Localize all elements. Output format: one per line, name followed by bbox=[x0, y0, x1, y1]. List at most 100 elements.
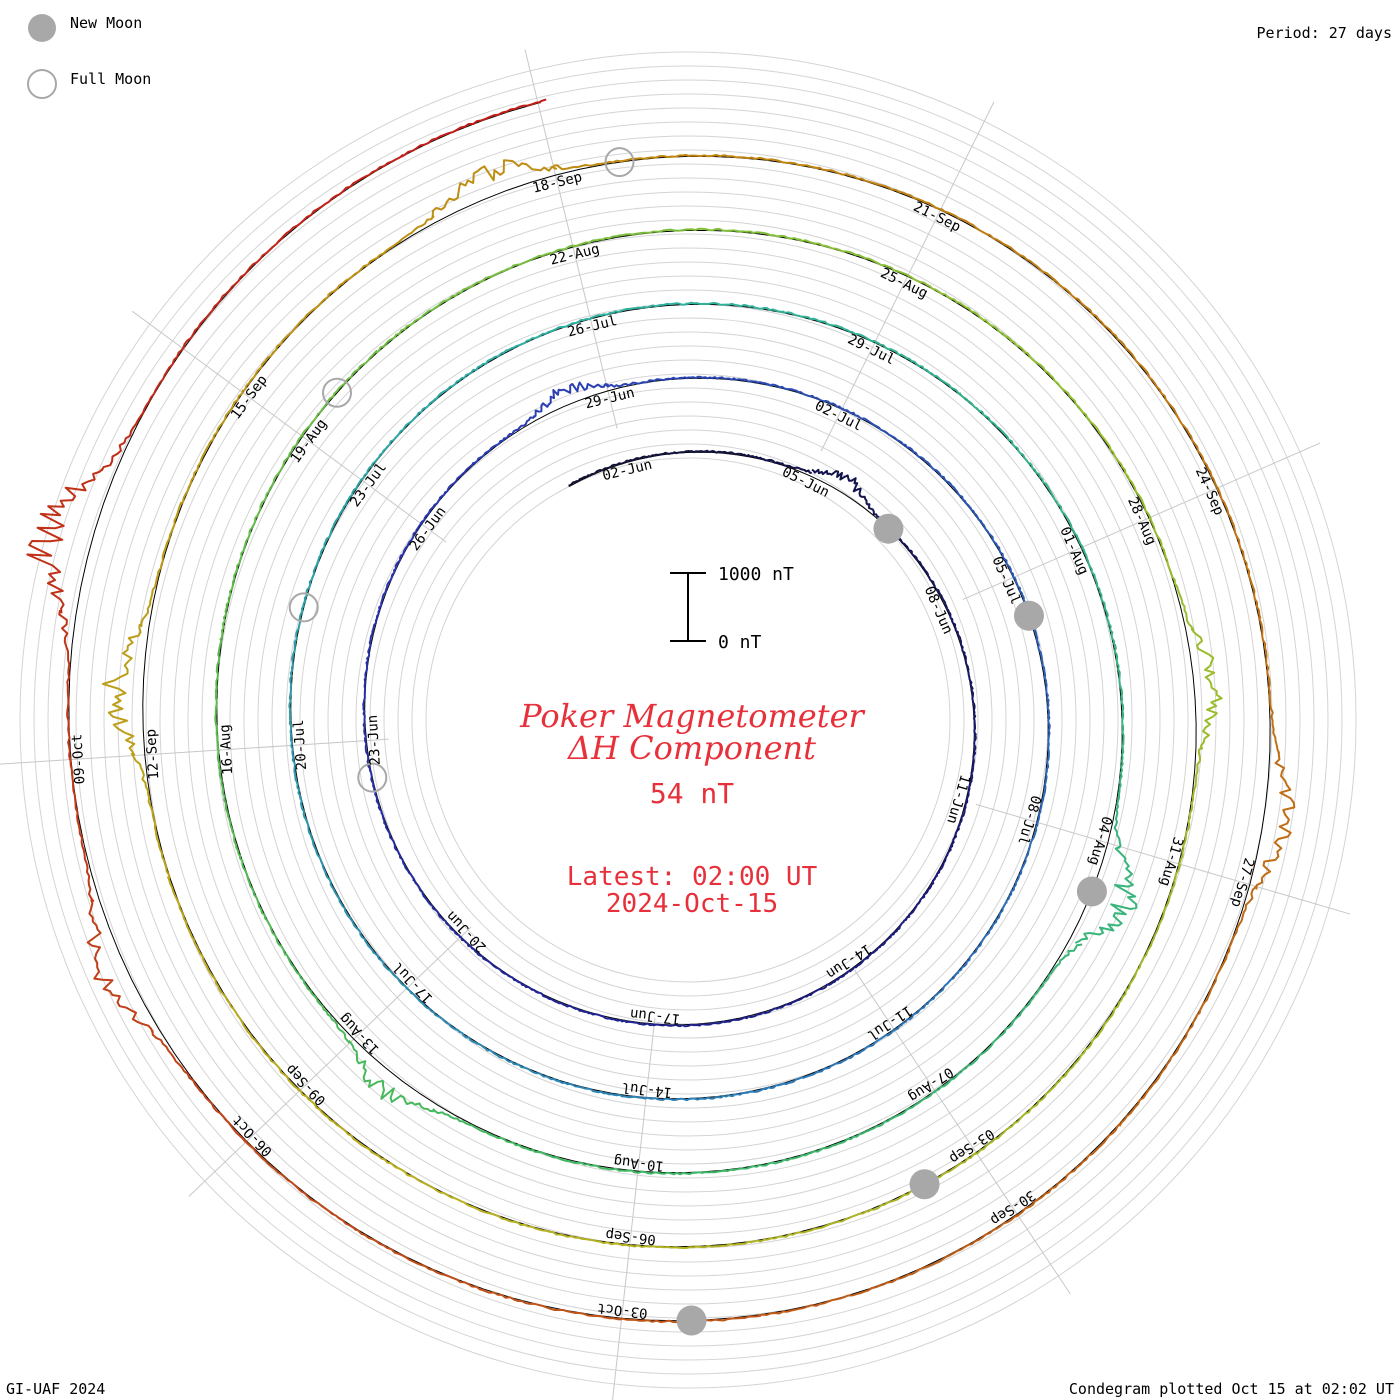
full-moon-marker bbox=[357, 762, 388, 793]
trace-segment bbox=[781, 310, 878, 344]
trace-segment bbox=[301, 349, 378, 437]
trace-segment bbox=[1258, 615, 1281, 755]
date-label: 14-Jun bbox=[823, 940, 874, 981]
trace-segment bbox=[685, 375, 768, 386]
grid-ring bbox=[397, 429, 979, 1011]
trace-segment bbox=[790, 967, 854, 1004]
trace-segment bbox=[353, 1227, 485, 1291]
grid-ring bbox=[61, 93, 1315, 1347]
full-moon-legend-label: Full Moon bbox=[70, 70, 151, 88]
trace-segment bbox=[101, 623, 142, 756]
scale-top-label: 1000 nT bbox=[718, 564, 794, 585]
date-label: 06-Oct bbox=[229, 1112, 276, 1160]
trace-segment bbox=[1216, 487, 1262, 619]
trace-segment bbox=[296, 1088, 398, 1169]
trace-segment bbox=[811, 468, 869, 506]
trace-segment bbox=[749, 1209, 871, 1244]
grid-ring bbox=[117, 149, 1259, 1291]
trace-segment bbox=[316, 477, 364, 564]
new-moon-marker bbox=[873, 513, 904, 544]
date-label: 29-Jun bbox=[583, 385, 636, 413]
trace-segment bbox=[758, 1279, 896, 1317]
trace-segment bbox=[140, 501, 183, 627]
date-label: 16-Aug bbox=[217, 724, 236, 776]
date-label: 10-Aug bbox=[613, 1152, 665, 1173]
date-label: 12-Sep bbox=[143, 729, 162, 781]
day-spoke bbox=[962, 442, 1321, 601]
trace-segment bbox=[933, 1022, 1014, 1094]
credit-label: GI-UAF 2024 bbox=[6, 1380, 105, 1398]
new-moon-legend-label: New Moon bbox=[70, 14, 142, 32]
date-label: 19-Aug bbox=[288, 416, 331, 466]
latest-time: Latest: 02:00 UT bbox=[567, 862, 818, 892]
new-moon-legend-icon bbox=[28, 14, 56, 42]
date-label: 05-Jul bbox=[988, 554, 1023, 607]
trace-segment bbox=[1113, 742, 1125, 849]
period-label: Period: 27 days bbox=[1257, 24, 1392, 42]
trace-segment bbox=[1255, 750, 1296, 890]
new-moon-marker bbox=[1076, 876, 1107, 907]
date-label: 23-Jun bbox=[365, 714, 384, 766]
grid-ring bbox=[369, 401, 1007, 1039]
day-spoke bbox=[0, 738, 389, 765]
trace-segment bbox=[940, 207, 1057, 282]
grid-ring bbox=[243, 275, 1133, 1165]
trace-segment bbox=[798, 238, 911, 278]
trace-segment bbox=[966, 734, 977, 804]
trace-segment bbox=[635, 1167, 744, 1176]
trace-segment bbox=[582, 1009, 655, 1027]
trace-segment bbox=[500, 316, 593, 355]
trace-segment bbox=[553, 153, 688, 171]
trace-segment bbox=[841, 407, 914, 452]
grid-ring bbox=[285, 317, 1091, 1123]
trace-segment bbox=[816, 1028, 895, 1074]
grid-ring bbox=[145, 177, 1231, 1263]
grid-ring bbox=[19, 51, 1357, 1389]
chart-subtitle: ΔH Component bbox=[566, 729, 816, 767]
plotted-label: Condegram plotted Oct 15 at 02:02 UT bbox=[1069, 1380, 1394, 1398]
trace-segment bbox=[362, 663, 369, 741]
trace-segment bbox=[740, 1140, 845, 1170]
trace-segment bbox=[892, 1214, 1019, 1283]
trace-segment bbox=[290, 743, 312, 836]
trace-segment bbox=[1177, 746, 1203, 867]
trace-segment bbox=[531, 1148, 638, 1174]
trace-segment bbox=[1005, 335, 1091, 422]
grid-ring bbox=[201, 233, 1175, 1207]
trace-segment bbox=[471, 415, 536, 467]
grid-ring bbox=[341, 373, 1035, 1067]
trace-segment bbox=[1118, 1011, 1202, 1127]
trace-segment bbox=[26, 467, 104, 614]
grid-ring bbox=[425, 457, 951, 983]
trace-segment bbox=[572, 228, 688, 248]
trace-segment bbox=[732, 1070, 819, 1096]
trace-segment bbox=[966, 668, 977, 737]
full-moon-marker bbox=[604, 147, 635, 178]
date-label: 11-Jun bbox=[943, 773, 973, 826]
trace-segment bbox=[432, 1108, 535, 1152]
trace-segment bbox=[86, 899, 154, 1034]
trace-segment bbox=[556, 1079, 647, 1100]
trace-segment bbox=[506, 1218, 630, 1247]
trace-segment bbox=[400, 101, 541, 158]
date-label: 15-Sep bbox=[228, 372, 271, 422]
trace-segment bbox=[685, 227, 802, 242]
trace-segment bbox=[69, 756, 95, 903]
trace-segment bbox=[58, 609, 71, 760]
trace-segment bbox=[851, 920, 905, 971]
trace-segment bbox=[467, 244, 576, 289]
trace-segment bbox=[1080, 546, 1116, 645]
trace-segment bbox=[841, 1090, 936, 1144]
grid-ring bbox=[131, 163, 1245, 1277]
trace-segment bbox=[1005, 822, 1039, 904]
trace-segment bbox=[248, 433, 304, 535]
trace-segment bbox=[652, 1020, 726, 1028]
trace-segment bbox=[1010, 943, 1083, 1025]
date-label: 04-Aug bbox=[1085, 814, 1115, 867]
trace-segment bbox=[348, 1040, 434, 1113]
trace-segment bbox=[1112, 641, 1125, 745]
data-trace bbox=[26, 98, 1296, 1324]
trace-segment bbox=[279, 153, 404, 241]
trace-segment bbox=[348, 915, 408, 990]
trace-segment bbox=[458, 935, 519, 983]
